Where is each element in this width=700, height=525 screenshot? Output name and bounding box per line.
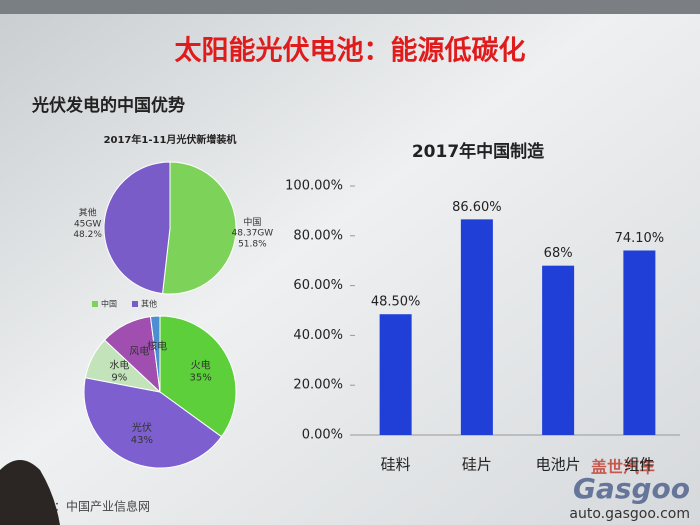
value-label: 48.50%: [371, 295, 421, 310]
bar: [379, 314, 412, 435]
legend-swatch: [132, 301, 138, 307]
slice-label-part: 35%: [190, 372, 212, 383]
slice-label: 中国 48.37GW 51.8%: [232, 215, 274, 249]
slide-subtitle: 光伏发电的中国优势: [31, 95, 185, 116]
slice-label-part: 水电: [109, 358, 129, 371]
slice-label-part: 48.2%: [73, 230, 102, 240]
pie-slice: [83, 377, 223, 469]
y-tick-label: 100.00%: [285, 179, 343, 194]
slice-label: 风电: [129, 344, 149, 357]
slice-label-part: 风电: [129, 344, 149, 357]
y-tick-label: 40.00%: [293, 328, 343, 343]
slice-label-part: 其他: [79, 206, 97, 218]
legend-label: 中国: [101, 299, 117, 309]
bar: [623, 250, 656, 435]
x-tick-label: 组件: [624, 456, 654, 474]
x-tick-label: 硅片: [462, 456, 492, 474]
slice-label: 火电 35%: [190, 358, 212, 383]
pie-slice: [159, 315, 237, 438]
slice-label: 核电: [147, 339, 167, 352]
x-tick-label: 硅料: [381, 456, 411, 474]
top-edge: [0, 0, 700, 14]
watermark-cn: 盖世汽车: [591, 458, 655, 477]
pie-slice: [103, 161, 171, 295]
source: 源：中国产业信息网: [42, 499, 150, 514]
value-label: 74.10%: [615, 231, 665, 246]
y-tick-label: 0.00%: [302, 428, 343, 443]
y-tick-label: 60.00%: [293, 278, 343, 293]
audience-head: [0, 460, 60, 525]
slice-label: 其他 45GW 48.2%: [73, 206, 102, 240]
value-label: 86.60%: [452, 200, 502, 215]
slice-label-part: 51.8%: [238, 239, 267, 249]
chart-title: 2017年中国制造: [412, 141, 545, 162]
x-tick-label: 电池片: [536, 456, 581, 474]
chart-title: 2017年1-11月光伏新增装机: [104, 133, 237, 146]
legend-label: 其他: [141, 299, 157, 309]
legend-swatch: [92, 301, 98, 307]
pie-slice: [149, 315, 161, 393]
slice-label-part: 48.37GW: [232, 228, 274, 238]
slice-label-part: 火电: [191, 358, 211, 371]
slice-label-part: 43%: [131, 435, 153, 446]
slice-label-part: 中国: [243, 215, 261, 227]
slice-label-part: 9%: [111, 372, 127, 383]
slide-title: 太阳能光伏电池：能源低碳化: [175, 35, 526, 67]
bar: [460, 219, 493, 435]
slice-label-part: 光伏: [132, 421, 152, 434]
slice-label-part: 45GW: [74, 219, 101, 229]
watermark-url: auto.gasgoo.com: [569, 506, 690, 522]
bar: [542, 265, 575, 435]
slice-label: 光伏 43%: [131, 421, 153, 446]
y-tick-label: 20.00%: [293, 378, 343, 393]
watermark-brand: Gasgoo: [573, 472, 690, 505]
pie-slice: [161, 161, 237, 295]
value-label: 68%: [544, 246, 573, 261]
slice-label-part: 核电: [147, 339, 167, 352]
y-tick-label: 80.00%: [293, 228, 343, 243]
slice-label: 水电 9%: [109, 358, 129, 383]
